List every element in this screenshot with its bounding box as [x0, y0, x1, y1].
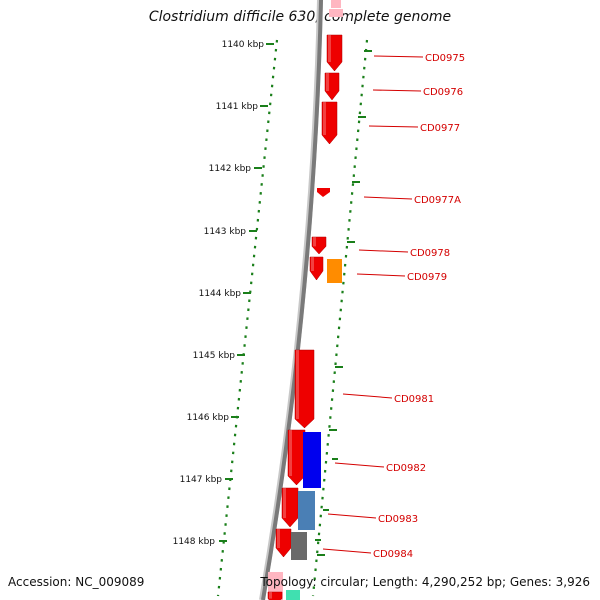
gene-leader-line — [356, 273, 406, 277]
cds-arrow-cd0979-red — [309, 256, 324, 281]
gene-label: CD0982 — [386, 463, 426, 474]
cds-arrow-cd0982 — [287, 429, 306, 486]
kbp-label: 1141 kbp — [216, 102, 259, 112]
kbp-label: 1140 kbp — [222, 40, 265, 50]
gene-label: CD0981 — [394, 394, 434, 405]
gene-leader-line — [322, 548, 372, 554]
kbp-label: 1143 kbp — [204, 227, 247, 237]
gene-leader-line — [373, 55, 424, 58]
cds-arrow-cd0981-highlight — [296, 350, 299, 419]
kbp-label: 1148 kbp — [173, 537, 216, 547]
cds-arrow-cd0979-red-highlight — [311, 257, 314, 271]
cds-arrow-bottom-highlight — [269, 592, 272, 599]
gene-label: CD0978 — [410, 248, 450, 259]
cds-arrow-cd0983-highlight — [283, 488, 286, 518]
gene-label: CD0977 — [420, 123, 460, 134]
cds-arrow-cd0977 — [321, 101, 338, 145]
gene-leader-line — [342, 393, 393, 399]
cds-arrow-cd0977-highlight — [323, 102, 326, 135]
kbp-label: 1145 kbp — [193, 351, 236, 361]
outer-tick-track — [311, 39, 369, 597]
cds-arrow-cd0975 — [326, 34, 343, 72]
pink-feature — [329, 9, 343, 17]
kbp-label: 1147 kbp — [180, 475, 223, 485]
cds-arrow-cd0976 — [324, 72, 340, 101]
cds-arrow-cd0976-highlight — [326, 73, 329, 91]
gene-label: CD0983 — [378, 514, 418, 525]
steelblue-feature-cd0983 — [298, 491, 315, 530]
cds-arrow-bottom — [267, 591, 283, 600]
inner-tick-track — [216, 39, 279, 597]
kbp-label: 1144 kbp — [199, 289, 242, 299]
gene-label: CD0984 — [373, 549, 413, 560]
cds-arrow-cd0981 — [294, 349, 315, 429]
teal-feature-bottom — [286, 590, 300, 600]
gene-leader-line — [372, 89, 422, 92]
orange-feature-cd0979 — [327, 259, 342, 283]
blue-feature-cd0982 — [303, 432, 321, 488]
kbp-label: 1146 kbp — [187, 413, 230, 423]
cds-arrow-cd0977a — [317, 188, 330, 197]
gene-leader-line — [327, 513, 377, 519]
cds-arrow-cd0983 — [281, 487, 299, 528]
map-title: Clostridium difficile 630, complete geno… — [148, 9, 452, 25]
cds-arrow-cd0978-highlight — [313, 237, 316, 247]
genome-info-text: Topology: circular; Length: 4,290,252 bp… — [260, 575, 590, 589]
gene-leader-line — [363, 196, 413, 200]
accession-text: Accession: NC_009089 — [8, 575, 145, 589]
backbone-line — [261, 0, 323, 600]
gene-label: CD0979 — [407, 272, 447, 283]
cds-arrow-cd0978 — [311, 236, 327, 255]
cds-arrow-cd0984-highlight — [277, 529, 280, 548]
cds-arrow-cd0975-highlight — [328, 35, 331, 62]
gene-label: CD0975 — [425, 53, 465, 64]
cds-arrow-cd0982-highlight — [289, 430, 292, 476]
kbp-label: 1142 kbp — [209, 164, 252, 174]
grey-feature-cd0984 — [291, 532, 307, 560]
gene-leader-line — [334, 462, 385, 468]
gene-leader-line — [358, 249, 409, 253]
pink-feature-top — [331, 0, 341, 8]
gene-label: CD0977A — [414, 195, 461, 206]
gene-leader-line — [368, 125, 419, 128]
cds-arrow-cd0984 — [275, 528, 292, 558]
gene-label: CD0976 — [423, 87, 463, 98]
